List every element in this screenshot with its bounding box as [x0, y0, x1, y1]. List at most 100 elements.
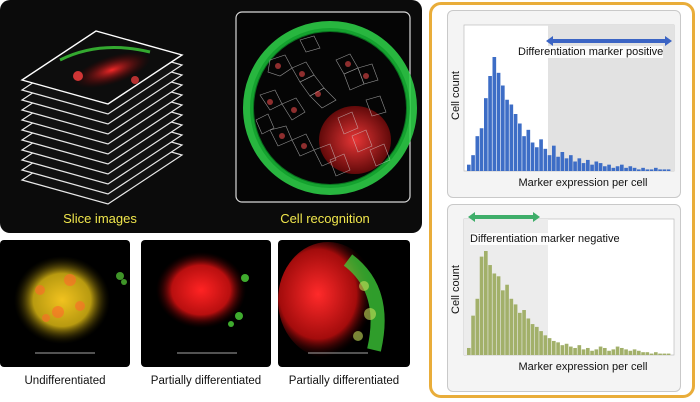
histogram-bar — [564, 158, 569, 171]
histogram-bar — [615, 166, 620, 171]
histogram-bar — [577, 345, 582, 355]
histogram-bar — [590, 350, 594, 355]
histogram-bar — [615, 346, 620, 355]
range-arrow-head — [468, 212, 475, 222]
range-arrow-head — [546, 36, 553, 46]
histogram-bar — [547, 338, 552, 355]
histogram-bar — [662, 169, 667, 171]
histogram-bar — [535, 326, 539, 355]
histogram-bar — [573, 347, 577, 355]
histogram-bar — [598, 346, 603, 355]
histogram-bar — [530, 142, 535, 171]
histogram-bar — [526, 129, 531, 171]
partially-differentiated-label-2: Partially differentiated — [288, 375, 400, 387]
slice-stack-illustration — [20, 11, 417, 205]
histogram-bar — [654, 167, 658, 171]
histogram-bar — [620, 347, 624, 355]
histogram-bar — [471, 315, 475, 355]
histogram-bar — [539, 139, 543, 171]
histogram-bar — [577, 158, 582, 171]
cell-recognition-caption: Cell recognition — [280, 211, 370, 226]
histogram-bar — [475, 298, 480, 355]
histogram-bar — [543, 148, 548, 171]
histogram-bar — [479, 256, 484, 355]
histogram-bar — [543, 335, 548, 355]
histogram-bar — [573, 161, 577, 171]
histogram-bar — [569, 155, 573, 171]
histogram-bar — [637, 350, 641, 355]
partially-differentiated-image-1 — [141, 240, 271, 367]
undifferentiated-label: Undifferentiated — [24, 375, 106, 387]
histogram-bar — [611, 349, 616, 355]
range-arrow-head — [533, 212, 540, 222]
positive-histogram-card: Cell count Marker expression per cell Di… — [447, 10, 681, 198]
histogram-bar — [505, 284, 509, 355]
histogram-bar — [526, 318, 531, 355]
histogram-bar — [518, 123, 522, 171]
histogram-bar — [611, 167, 616, 171]
histogram-bar — [535, 147, 539, 171]
histogram-bar — [496, 72, 501, 171]
positive-histogram — [463, 24, 675, 172]
histogram-bar — [496, 276, 501, 355]
histogram-bar — [581, 349, 586, 355]
histogram-bar — [658, 169, 662, 171]
histogram-bar — [649, 169, 654, 171]
histogram-bar — [539, 331, 543, 355]
histogram-bar — [501, 85, 505, 171]
positive-y-axis-label: Cell count — [450, 71, 462, 121]
histogram-bar — [467, 164, 471, 171]
histogram-bar — [632, 349, 637, 355]
histogram-bar — [620, 164, 624, 171]
histogram-bar — [488, 76, 492, 171]
histogram-bar — [658, 353, 662, 355]
histogram-bar — [547, 155, 552, 171]
range-arrow-head — [665, 36, 672, 46]
negative-x-axis-label: Marker expression per cell — [518, 361, 648, 373]
histogram-bar — [518, 312, 522, 355]
histogram-bar — [628, 166, 633, 171]
histogram-bar — [552, 340, 556, 355]
positive-annotation: Differentiation marker positive — [518, 46, 664, 58]
histogram-bar — [624, 349, 628, 355]
partially-differentiated-label-1: Partially differentiated — [150, 375, 262, 387]
histogram-bar — [581, 163, 586, 171]
histogram-bar — [645, 169, 650, 171]
histogram-bar — [492, 57, 497, 171]
histogram-bar — [590, 164, 594, 171]
histogram-bar — [603, 347, 607, 355]
negative-annotation: Differentiation marker negative — [470, 233, 620, 245]
histogram-bar — [586, 347, 590, 355]
histogram-bar — [641, 167, 645, 171]
histogram-bar — [522, 136, 526, 171]
histogram-bar — [492, 273, 497, 355]
histogram-bar — [488, 265, 492, 355]
histogram-bar — [662, 353, 667, 355]
histogram-bar — [509, 104, 514, 171]
slice-images-caption: Slice images — [63, 211, 137, 226]
histogram-bar — [556, 156, 560, 171]
histogram-bar — [475, 136, 480, 171]
histogram-bar — [628, 350, 633, 355]
histogram-bar — [607, 164, 611, 171]
histogram-bar — [484, 251, 488, 355]
histogram-bar — [649, 353, 654, 355]
histogram-bar — [560, 345, 565, 355]
histogram-bar — [594, 161, 599, 171]
histogram-bar — [569, 346, 573, 355]
histogram-bar — [564, 343, 569, 355]
histogram-bar — [641, 352, 645, 355]
histogram-bar — [484, 98, 488, 171]
analysis-panel: Slice images Cell recognition — [0, 0, 422, 233]
histogram-bar — [505, 99, 509, 171]
histogram-bar — [479, 128, 484, 171]
histogram-bar — [513, 304, 518, 355]
histogram-bar — [607, 350, 611, 355]
positive-x-axis-label: Marker expression per cell — [518, 177, 648, 189]
histogram-bar — [530, 324, 535, 355]
histogram-bar — [501, 290, 505, 355]
histogram-bar — [666, 169, 671, 171]
histogram-bar — [556, 342, 560, 355]
histogram-bar — [603, 166, 607, 171]
partially-differentiated-image-2 — [278, 240, 410, 367]
